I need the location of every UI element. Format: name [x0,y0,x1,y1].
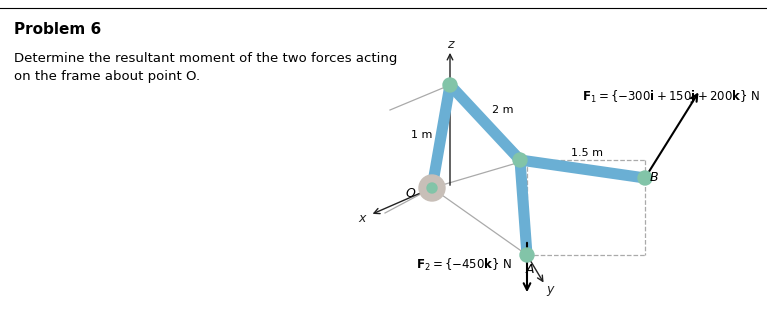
Text: 1.5 m: 1.5 m [571,148,603,158]
Text: on the frame about point O.: on the frame about point O. [14,70,200,83]
Text: Determine the resultant moment of the two forces acting: Determine the resultant moment of the tw… [14,52,397,65]
Text: 1 m: 1 m [410,130,432,140]
Text: A: A [525,263,535,276]
Circle shape [443,78,457,92]
Circle shape [419,175,445,201]
Circle shape [520,248,534,262]
Text: z: z [446,37,453,51]
Text: O: O [405,186,415,200]
Circle shape [638,171,652,185]
Text: $\mathbf{F}_1 = \{-300\mathbf{i} + 150\mathbf{j} + 200\mathbf{k}\}$ N: $\mathbf{F}_1 = \{-300\mathbf{i} + 150\m… [582,88,760,105]
Text: x: x [358,212,366,224]
Text: B: B [650,171,659,184]
Text: y: y [546,283,554,297]
Text: Problem 6: Problem 6 [14,22,101,37]
Circle shape [427,183,437,193]
Circle shape [513,153,527,167]
Text: $\mathbf{F}_2 = \{-450\mathbf{k}\}$ N: $\mathbf{F}_2 = \{-450\mathbf{k}\}$ N [416,257,512,273]
Text: 2 m: 2 m [492,105,513,115]
